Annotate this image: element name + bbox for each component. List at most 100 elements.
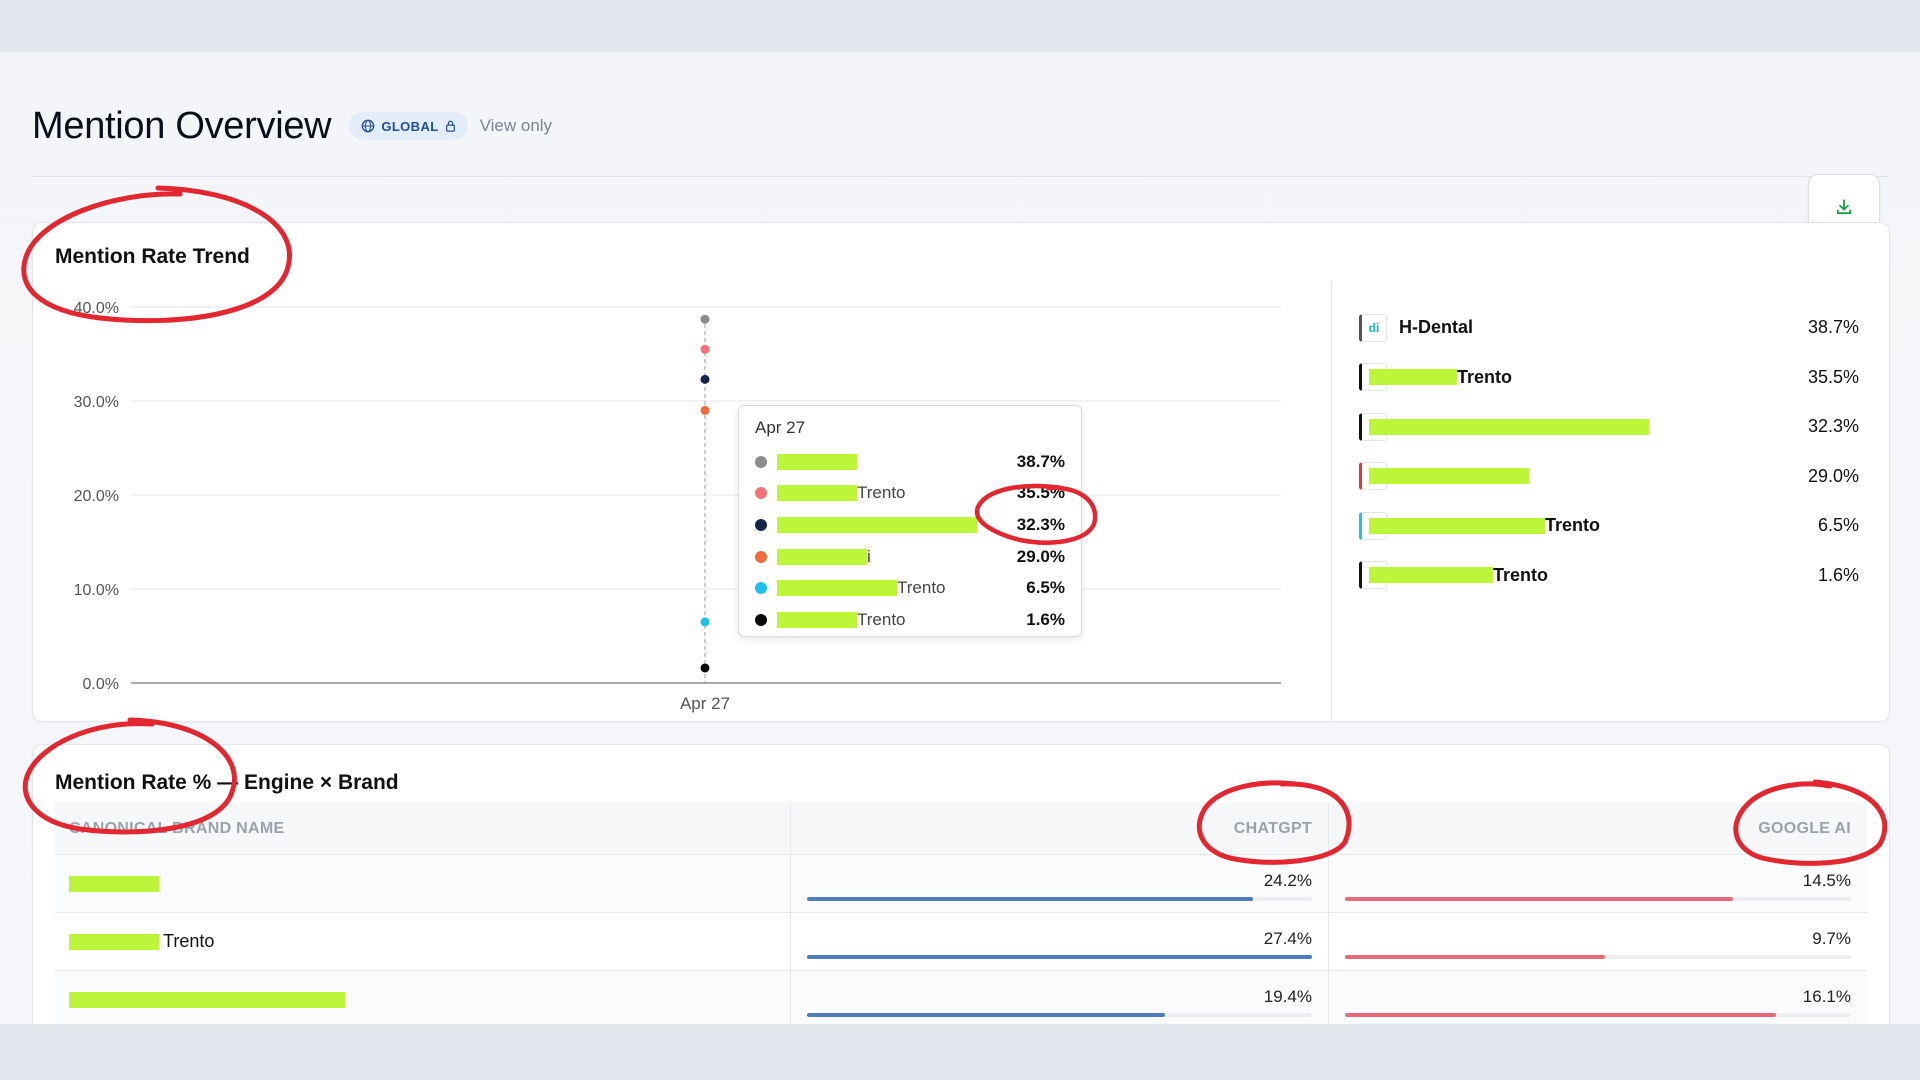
- tooltip-series-name: Trento: [777, 483, 906, 503]
- scope-badge[interactable]: GLOBAL: [349, 112, 468, 140]
- column-header-chatgpt[interactable]: CHATGPT: [791, 803, 1329, 854]
- chatgpt-bar-track: [807, 955, 1312, 959]
- legend-brand-name: Trento: [1369, 366, 1513, 388]
- google-ai-bar-track: [1345, 1013, 1851, 1017]
- redacted-text: [69, 933, 159, 950]
- google-ai-cell: 16.1%: [1329, 971, 1867, 1024]
- lock-icon: [445, 120, 455, 132]
- column-header-brand[interactable]: CANONICAL BRAND NAME: [55, 803, 791, 854]
- data-point[interactable]: [700, 663, 710, 673]
- legend-item[interactable]: 29.0%: [1359, 452, 1859, 502]
- series-color-dot: [755, 487, 767, 500]
- y-tick-label: 40.0%: [74, 300, 119, 317]
- data-point[interactable]: [700, 344, 710, 354]
- legend-brand-name: H-Dental: [1399, 317, 1473, 338]
- legend-item[interactable]: 32.3%: [1359, 402, 1859, 452]
- google-ai-rate: 9.7%: [1812, 929, 1851, 948]
- google-ai-cell: 14.5%: [1329, 855, 1867, 912]
- tooltip-row: Trento 35.5%: [755, 478, 1065, 510]
- series-name-suffix: Trento: [857, 483, 906, 503]
- redacted-text: [69, 875, 159, 892]
- y-tick-label: 10.0%: [74, 582, 119, 599]
- y-tick-label: 30.0%: [74, 394, 119, 411]
- redacted-text: [777, 453, 857, 470]
- legend-divider: [1331, 281, 1332, 723]
- google-ai-cell: 9.7%: [1329, 913, 1867, 970]
- tooltip-series-name: Trento: [777, 610, 906, 630]
- table-header: CANONICAL BRAND NAME CHATGPT GOOGLE AI: [55, 803, 1867, 855]
- data-point[interactable]: [700, 314, 710, 324]
- mention-rate-trend-card: Mention Rate Trend 40.0% 30.0% 20.0% 10.0% 0…: [32, 222, 1890, 723]
- series-color-dot: [755, 582, 767, 595]
- data-point[interactable]: [700, 405, 710, 415]
- page-title: Mention Overview: [32, 104, 332, 147]
- chatgpt-bar: [807, 955, 1312, 959]
- tooltip-row: i 29.0%: [755, 541, 1065, 573]
- table-card-title: Mention Rate % — Engine × Brand: [55, 771, 399, 794]
- tooltip-date: Apr 27: [755, 418, 806, 437]
- chatgpt-rate: 27.4%: [1263, 929, 1312, 948]
- globe-icon: [361, 119, 375, 133]
- tooltip-value: 38.7%: [1016, 451, 1065, 471]
- series-name-suffix: Trento: [897, 578, 946, 598]
- legend-name-text: Trento: [1545, 515, 1601, 536]
- table-row[interactable]: Trento 27.4% 9.7%: [55, 913, 1867, 971]
- data-point[interactable]: [700, 374, 710, 384]
- legend-name-text: Trento: [1457, 366, 1513, 387]
- table-row[interactable]: 19.4% 16.1%: [55, 971, 1867, 1024]
- legend-item[interactable]: Trento 6.5%: [1359, 501, 1859, 551]
- chatgpt-cell: 19.4%: [791, 971, 1329, 1024]
- tooltip-series-name: [777, 515, 977, 535]
- brand-legend: di H-Dental 38.7% Trento 35.5% 32.3% 29.0% Tren…: [1359, 303, 1859, 600]
- column-header-google-ai[interactable]: GOOGLE AI: [1758, 819, 1851, 837]
- legend-value: 6.5%: [1817, 515, 1859, 536]
- engine-brand-table-card: Mention Rate % — Engine × Brand CANONICA…: [32, 744, 1890, 1024]
- redacted-text: [69, 991, 345, 1008]
- legend-value: 38.7%: [1807, 317, 1859, 338]
- google-ai-bar: [1345, 1013, 1777, 1017]
- series-color-dot: [755, 550, 767, 563]
- legend-brand-name: Trento: [1369, 564, 1549, 586]
- engine-brand-table: CANONICAL BRAND NAME CHATGPT GOOGLE AI 2…: [55, 803, 1867, 1024]
- legend-item[interactable]: Trento 35.5%: [1359, 353, 1859, 403]
- google-ai-rate: 14.5%: [1802, 871, 1851, 890]
- chatgpt-rate: 19.4%: [1263, 987, 1312, 1006]
- google-ai-bar: [1345, 897, 1734, 901]
- tooltip-series-name: Trento: [777, 578, 946, 598]
- chatgpt-bar-track: [807, 897, 1312, 901]
- table-row[interactable]: 24.2% 14.5%: [55, 855, 1867, 913]
- redacted-text: [1369, 418, 1649, 435]
- legend-name-text: Trento: [1493, 564, 1549, 585]
- data-point[interactable]: [700, 617, 710, 627]
- series-color-dot: [755, 455, 767, 468]
- tooltip-series-name: [777, 452, 857, 472]
- redacted-text: [1369, 517, 1545, 534]
- redacted-text: [777, 548, 867, 565]
- view-only-label: View only: [479, 116, 553, 135]
- tooltip-series-name: i: [777, 547, 871, 567]
- legend-item[interactable]: Trento 1.6%: [1359, 551, 1859, 601]
- y-tick-label: 0.0%: [83, 676, 119, 693]
- tooltip-row: 32.3%: [755, 509, 1065, 541]
- brand-logo-icon: di: [1359, 313, 1387, 342]
- legend-value: 32.3%: [1807, 416, 1859, 437]
- tooltip-value: 1.6%: [1026, 609, 1065, 629]
- legend-item[interactable]: di H-Dental 38.7%: [1359, 303, 1859, 353]
- legend-brand-name: [1369, 468, 1529, 485]
- download-icon: [1836, 199, 1852, 215]
- redacted-text: [777, 516, 977, 533]
- trend-chart[interactable]: 40.0% 30.0% 20.0% 10.0% 0.0% Apr 27: [33, 223, 1323, 723]
- tooltip-value: 35.5%: [1016, 483, 1065, 503]
- chatgpt-bar: [807, 897, 1254, 901]
- series-color-dot: [755, 518, 767, 531]
- legend-brand-name: [1369, 418, 1649, 435]
- redacted-text: [777, 485, 857, 502]
- tooltip-row: 38.7%: [755, 446, 1065, 478]
- series-name-suffix: Trento: [857, 609, 906, 629]
- legend-name-text: H-Dental: [1399, 317, 1474, 338]
- redacted-text: [1369, 468, 1529, 485]
- brand-cell: [55, 855, 791, 912]
- google-ai-bar-track: [1345, 897, 1851, 901]
- header-divider: [32, 176, 1888, 177]
- brand-cell: [55, 971, 791, 1024]
